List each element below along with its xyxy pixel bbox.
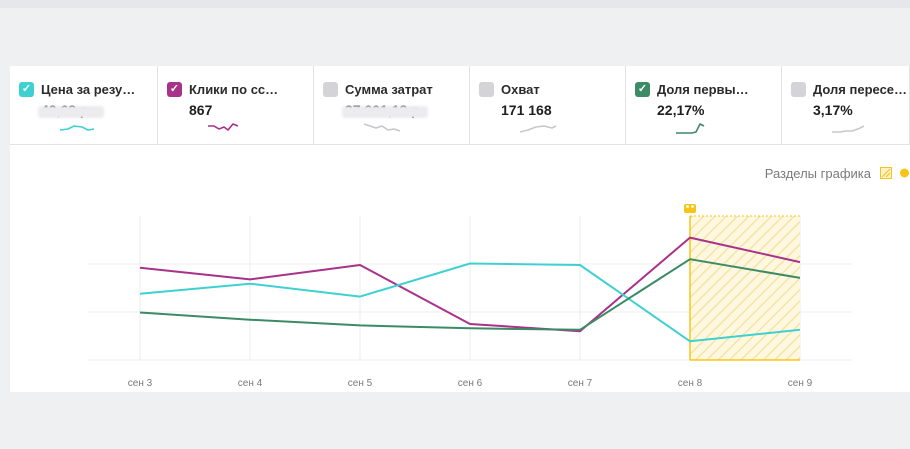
- x-tick-label: сен 5: [348, 378, 373, 389]
- metric-card[interactable]: Сумма затрат37 001,18 р.: [314, 66, 470, 145]
- metric-checkbox[interactable]: ✓: [167, 82, 182, 97]
- metric-card[interactable]: ✓ Доля первы… 22,17%: [626, 66, 782, 145]
- metric-label: Доля пересе…: [813, 82, 908, 97]
- series-line-0: [139, 236, 801, 333]
- metric-checkbox[interactable]: [323, 82, 338, 97]
- metric-sparkline: [676, 123, 705, 134]
- chart-section-highlight: [690, 216, 800, 360]
- top-strip: [0, 0, 910, 8]
- x-tick-label: сен 4: [238, 378, 263, 389]
- metric-card[interactable]: Охват 171 168: [470, 66, 626, 145]
- metric-label: Клики по сс…: [189, 82, 279, 97]
- metric-label: Охват: [501, 82, 540, 97]
- metric-value: 22,17%: [657, 102, 705, 118]
- series-line-2: [139, 258, 801, 331]
- x-tick-label: сен 3: [128, 378, 153, 389]
- metric-sparkline: [832, 125, 865, 133]
- value-redaction: [342, 106, 428, 118]
- x-tick-label: сен 6: [458, 378, 483, 389]
- metric-sparkline: [519, 125, 557, 133]
- metric-card[interactable]: ✓ Клики по сс… 867: [158, 66, 314, 145]
- metric-value: 171 168: [501, 102, 552, 118]
- metric-label: Цена за резу…: [41, 82, 136, 97]
- sections-stripe-icon[interactable]: [880, 167, 892, 179]
- x-tick-label: сен 7: [568, 378, 593, 389]
- x-tick-label: сен 9: [788, 378, 813, 389]
- metric-sparkline: [363, 123, 401, 132]
- metric-label: Доля первы…: [657, 82, 749, 97]
- sections-marker-icon[interactable]: [899, 168, 910, 179]
- chart-sections-label[interactable]: Разделы графика: [764, 166, 871, 181]
- metric-card[interactable]: ✓Цена за резу…42,68 р.: [10, 66, 158, 145]
- statistics-panel: ✓Цена за резу…42,68 р.✓Клики по сс…867Су…: [10, 66, 910, 392]
- metric-value: 3,17%: [813, 102, 853, 118]
- metrics-row: ✓Цена за резу…42,68 р.✓Клики по сс…867Су…: [10, 66, 910, 145]
- metric-sparkline: [59, 125, 95, 131]
- series-line-1: [139, 262, 801, 343]
- metric-label: Сумма затрат: [345, 82, 433, 97]
- metric-card[interactable]: Доля пересе… 3,17%: [782, 66, 910, 145]
- metric-checkbox[interactable]: [479, 82, 494, 97]
- line-chart: сен 3 сен 4 сен 5 сен 6 сен 7 сен 8 сен 9: [88, 204, 852, 389]
- metric-checkbox[interactable]: ✓: [635, 82, 650, 97]
- section-marker-icon-dot: [686, 205, 689, 208]
- section-marker-icon-dot: [691, 205, 694, 208]
- metric-value: 867: [189, 102, 213, 118]
- metric-checkbox[interactable]: ✓: [19, 82, 34, 97]
- section-marker-icon: [684, 204, 696, 213]
- metric-sparkline: [208, 123, 239, 131]
- value-redaction: [38, 106, 104, 118]
- x-tick-label: сен 8: [678, 378, 703, 389]
- metric-checkbox[interactable]: [791, 82, 806, 97]
